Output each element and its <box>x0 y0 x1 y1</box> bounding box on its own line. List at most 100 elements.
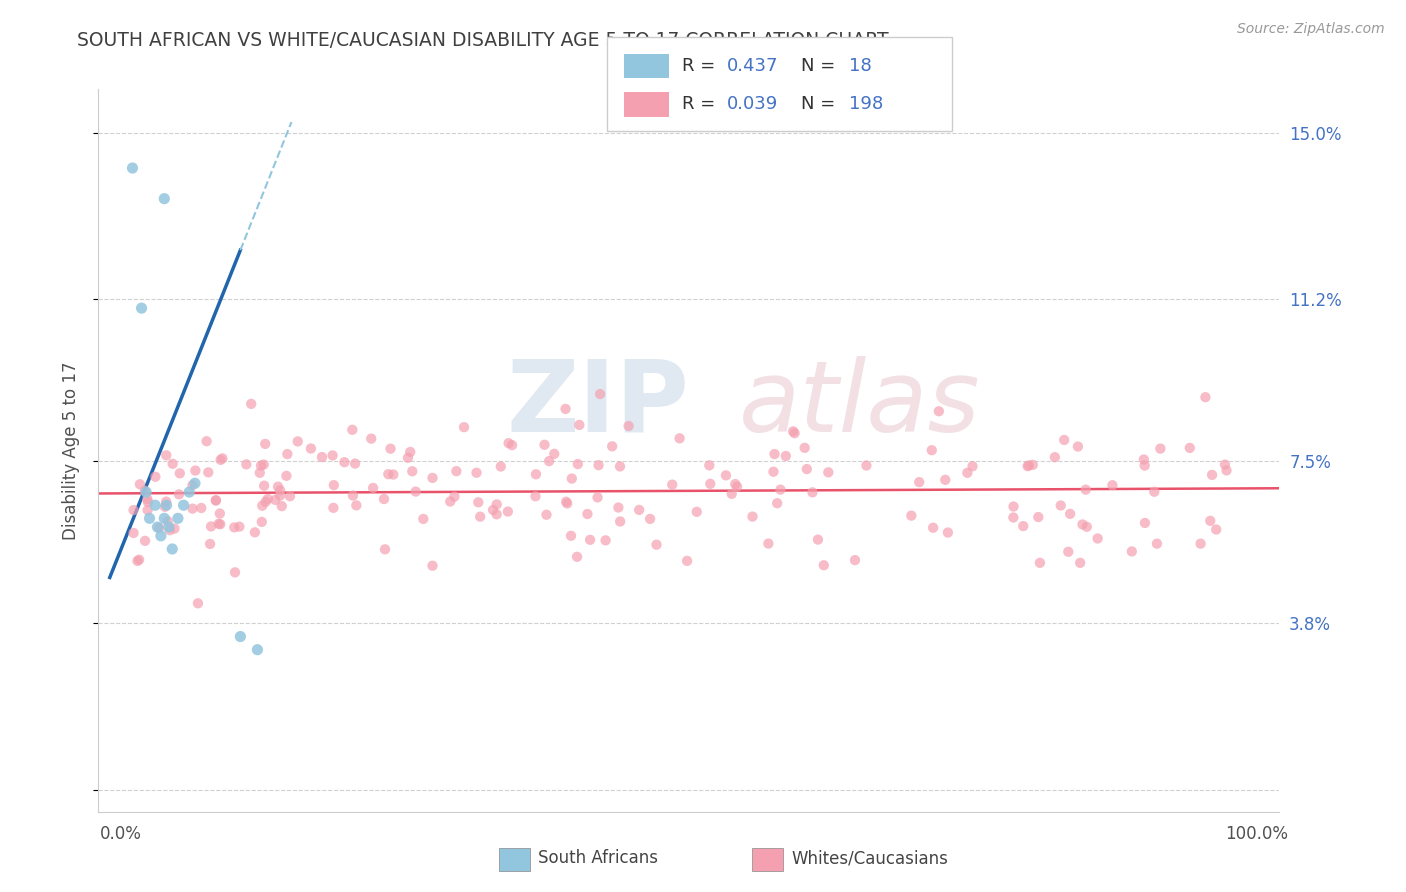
Point <box>200 519 222 533</box>
Point <box>783 426 806 441</box>
Point <box>697 458 720 473</box>
Point <box>446 464 468 478</box>
Point <box>714 468 737 483</box>
Point <box>1205 523 1227 537</box>
Point <box>1101 478 1123 492</box>
Point <box>131 301 153 315</box>
Point <box>661 477 683 491</box>
Point <box>1022 458 1045 472</box>
Point <box>1087 532 1109 546</box>
Point <box>229 630 252 644</box>
Point <box>524 467 547 482</box>
Point <box>524 489 547 503</box>
Point <box>538 454 561 468</box>
Point <box>134 533 156 548</box>
Point <box>1002 510 1025 524</box>
Point <box>934 473 956 487</box>
Point <box>148 521 170 535</box>
Point <box>205 493 228 508</box>
Point <box>322 449 344 463</box>
Point <box>720 487 742 501</box>
Point <box>1002 500 1025 514</box>
Point <box>467 495 489 509</box>
Point <box>162 457 184 471</box>
Point <box>1215 463 1237 477</box>
Point <box>498 436 520 450</box>
Point <box>146 520 169 534</box>
Point <box>187 596 209 610</box>
Text: N =: N = <box>801 95 841 113</box>
Point <box>240 397 263 411</box>
Point <box>1194 390 1216 404</box>
Point <box>1199 514 1222 528</box>
Point <box>153 192 176 206</box>
Point <box>254 495 277 509</box>
Point <box>143 498 166 512</box>
Text: SOUTH AFRICAN VS WHITE/CAUCASIAN DISABILITY AGE 5 TO 17 CORRELATION CHART: SOUTH AFRICAN VS WHITE/CAUCASIAN DISABIL… <box>77 31 889 50</box>
Point <box>595 533 617 548</box>
Point <box>762 465 785 479</box>
Point <box>813 558 835 573</box>
Point <box>169 467 191 481</box>
Point <box>157 520 180 534</box>
Point <box>254 437 277 451</box>
Point <box>485 508 508 522</box>
Point <box>956 466 979 480</box>
Point <box>801 485 824 500</box>
Point <box>1069 556 1091 570</box>
Point <box>162 541 183 556</box>
Point <box>344 457 367 471</box>
Point <box>252 499 274 513</box>
Point <box>167 487 190 501</box>
Point <box>361 481 384 495</box>
Point <box>374 542 396 557</box>
Point <box>121 161 143 175</box>
Point <box>645 538 668 552</box>
Point <box>1043 450 1066 465</box>
Text: 0.437: 0.437 <box>727 57 779 75</box>
Point <box>1133 458 1156 473</box>
Point <box>1076 520 1098 534</box>
Point <box>179 485 201 500</box>
Point <box>844 553 866 567</box>
Point <box>322 500 344 515</box>
Point <box>1149 442 1171 456</box>
Point <box>1049 499 1071 513</box>
Point <box>322 478 344 492</box>
Text: R =: R = <box>682 57 721 75</box>
Point <box>1213 458 1236 472</box>
Point <box>533 438 555 452</box>
Point <box>1012 519 1035 533</box>
Point <box>156 514 179 528</box>
Point <box>159 523 181 537</box>
Point <box>122 525 145 540</box>
Point <box>344 499 367 513</box>
Text: atlas: atlas <box>738 356 980 453</box>
Point <box>208 516 231 531</box>
Point <box>253 479 276 493</box>
Point <box>197 466 219 480</box>
Point <box>136 495 159 509</box>
Point <box>127 554 149 568</box>
Point <box>628 503 651 517</box>
Point <box>128 552 150 566</box>
Point <box>422 471 444 485</box>
Point <box>1143 484 1166 499</box>
Point <box>766 496 789 510</box>
Point <box>173 498 195 512</box>
Point <box>184 476 207 491</box>
Point <box>270 499 292 513</box>
Point <box>181 478 204 492</box>
Text: N =: N = <box>801 57 841 75</box>
Point <box>554 401 576 416</box>
Point <box>342 423 364 437</box>
Point <box>579 533 602 547</box>
Point <box>555 494 578 508</box>
Point <box>243 525 266 540</box>
Point <box>465 466 488 480</box>
Point <box>586 491 609 505</box>
Point <box>443 490 465 504</box>
Point <box>122 503 145 517</box>
Point <box>769 483 792 497</box>
Point <box>269 483 291 498</box>
